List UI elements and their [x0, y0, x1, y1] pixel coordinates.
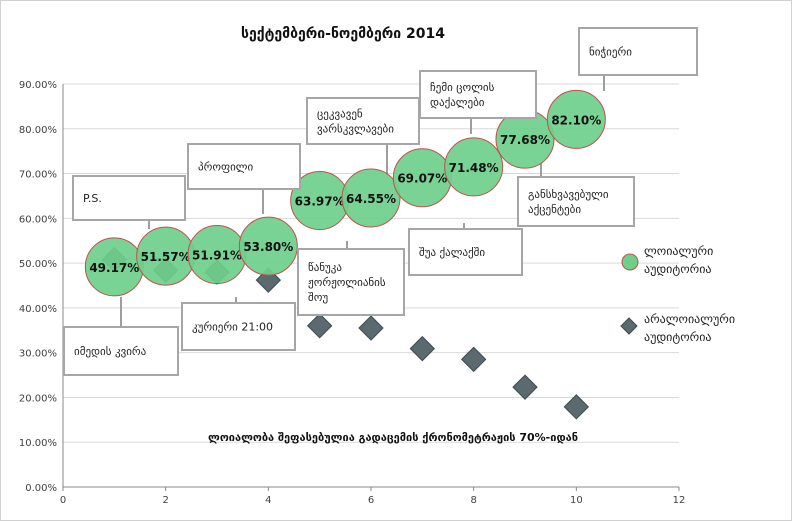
callout-box	[181, 302, 296, 351]
callout-label: შოუ	[308, 291, 328, 304]
callout-label: პროფილი	[198, 161, 253, 174]
legend-nonloyal-marker	[620, 317, 638, 335]
x-tick-label: 4	[265, 495, 271, 506]
legend: ლოიალური აუდიტორია არალოიალური აუდიტორია	[620, 244, 735, 344]
y-tick-label: 50.00%	[19, 259, 57, 270]
axes	[62, 84, 680, 491]
chart-title: სექტემბერი-ნოემბერი 2014	[241, 26, 445, 42]
y-tick-label: 60.00%	[19, 214, 57, 225]
callout-box	[419, 70, 537, 119]
callout-label: იმედის კვირა	[74, 345, 147, 358]
callout-label: P.S.	[83, 192, 102, 205]
loyal-bubble	[341, 168, 401, 228]
callout-box	[187, 143, 301, 190]
bubble-data-label: 51.91%	[192, 249, 242, 263]
x-tick-label: 2	[162, 495, 168, 506]
loyal-bubble	[546, 89, 606, 149]
x-tick-label: 0	[60, 495, 66, 506]
y-tick-label: 10.00%	[19, 438, 57, 449]
bubble-data-label: 51.57%	[141, 250, 191, 264]
x-tick-label: 10	[570, 495, 583, 506]
bubble-data-label: 69.07%	[397, 172, 447, 186]
callout-box	[517, 176, 635, 227]
bubble-data-label: 82.10%	[551, 113, 601, 127]
legend-loyal-label: აუდიტორია	[644, 262, 712, 276]
callout-box	[297, 248, 405, 316]
loyal-bubble	[238, 216, 298, 276]
callout-label: აქცენტები	[528, 203, 581, 216]
y-tick-label: 90.00%	[19, 80, 57, 91]
callout-box	[578, 27, 698, 76]
nonloyal-marker	[512, 374, 538, 400]
callout-box	[63, 326, 179, 376]
x-tick-label: 6	[368, 495, 374, 506]
legend-nonloyal-label: არალოიალური	[644, 312, 735, 326]
callout-label: ნიჭიერი	[589, 46, 632, 59]
callout-label: განსხვავებული	[528, 188, 609, 201]
nonloyal-marker	[409, 335, 436, 362]
callout-label: დაქალები	[430, 96, 485, 109]
legend-loyal-label: ლოიალური	[644, 244, 713, 258]
callout-box	[306, 97, 420, 145]
bubble-data-label: 71.48%	[449, 161, 499, 175]
y-tick-label: 70.00%	[19, 170, 57, 181]
bubble-data-label: 53.80%	[243, 240, 293, 254]
callout-label: ჩემი ცოლის	[430, 81, 495, 94]
callout-label: ცეკვავენ	[317, 108, 363, 121]
legend-nonloyal-label: აუდიტორია	[644, 330, 712, 344]
nonloyal-marker	[358, 315, 384, 341]
nonloyal-marker	[460, 346, 487, 373]
legend-loyal-marker	[621, 253, 639, 271]
y-tick-label: 30.00%	[19, 349, 57, 360]
x-tick-label: 12	[673, 495, 686, 506]
y-tick-label: 80.00%	[19, 125, 57, 136]
chart-annotation: ლოიალობა შეფასებულია გადაცემის ქრონომეტრ…	[208, 431, 578, 444]
bubble-data-label: 77.68%	[500, 133, 550, 147]
series-loyal: 49.17%51.57% 51.91%53.80% 63.97% 64.55%69.0…	[84, 89, 606, 297]
callout-label: წანუკა	[308, 261, 342, 274]
bubble-data-label: 49.17%	[89, 261, 139, 275]
loyal-bubble	[444, 137, 504, 197]
callouts: იმედის კვირა P.S. კურიერი 21:00 პროფილი წანუ…	[63, 27, 698, 376]
callout-box	[408, 228, 523, 276]
callout-label: კურიერი 21:00	[192, 321, 273, 334]
tick-labels: 0.00% 10.00% 20.00% 30.00% 40.00% 50.00% 60.00…	[19, 80, 686, 506]
nonloyal-marker	[563, 394, 590, 420]
callout-label: ვარსკვლავები	[317, 123, 394, 136]
callout-label: შუა ქალაქში	[419, 246, 485, 259]
callout-connectors	[120, 75, 605, 327]
bubble-data-label: 64.55%	[346, 192, 396, 206]
x-tick-label: 8	[470, 495, 476, 506]
nonloyal-marker	[306, 313, 333, 339]
y-tick-label: 40.00%	[19, 304, 57, 315]
bubble-data-label: 63.97%	[295, 195, 345, 209]
y-tick-label: 20.00%	[19, 393, 57, 404]
callout-box	[72, 175, 186, 221]
y-tick-label: 0.00%	[25, 483, 57, 494]
callout-label: ჟორჟოლიანის	[308, 276, 386, 289]
